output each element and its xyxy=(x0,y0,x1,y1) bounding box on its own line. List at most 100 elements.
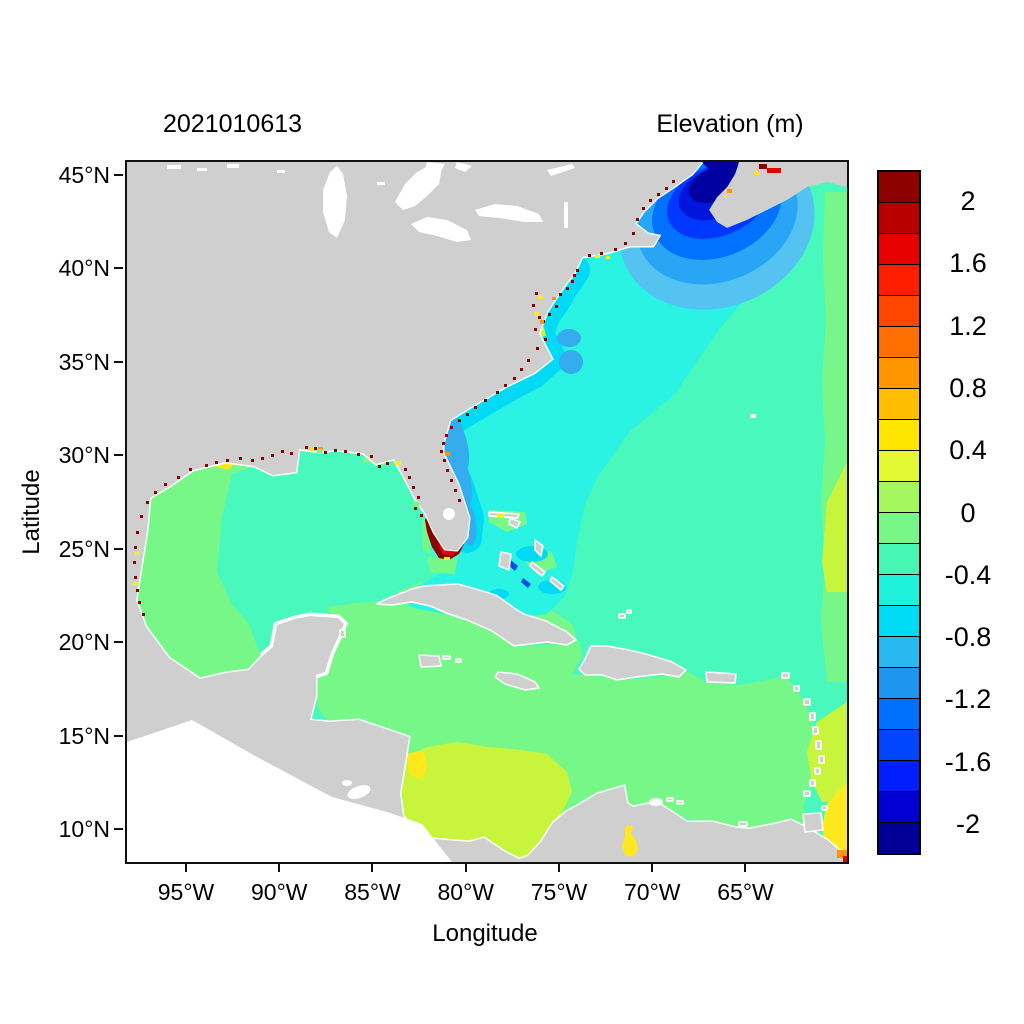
x-tick-label: 90°W xyxy=(250,879,308,905)
nicaragua-yellow xyxy=(407,750,427,780)
tobago xyxy=(821,805,828,811)
y-tick-mark xyxy=(114,173,123,176)
turks-1 xyxy=(618,613,626,619)
x-axis-title: Longitude xyxy=(432,920,538,947)
colorbar-segment xyxy=(879,636,919,667)
y-tick-mark xyxy=(114,641,123,644)
colorbar-label: -0.8 xyxy=(944,622,992,653)
x-tick-mark xyxy=(651,863,654,872)
antilles-2 xyxy=(793,685,800,692)
cuba xyxy=(375,583,578,647)
map-plot-area xyxy=(125,160,849,864)
y-tick-label: 35°N xyxy=(58,348,110,375)
colorbar-segment xyxy=(879,172,919,202)
lake-huron xyxy=(395,164,442,210)
colorbar-segment xyxy=(879,512,919,543)
colorbar-segment xyxy=(879,264,919,295)
colorbar-segment xyxy=(879,357,919,388)
x-tick-mark xyxy=(184,863,187,872)
colorbar-segment xyxy=(879,574,919,605)
y-tick-mark xyxy=(114,547,123,550)
land-speck-2 xyxy=(197,168,207,171)
coastal-flood-speckles xyxy=(133,180,675,616)
x-tick-mark xyxy=(464,863,467,872)
carolina-pocket xyxy=(559,350,583,374)
lake-champlain xyxy=(564,202,568,228)
land-speck-1 xyxy=(167,165,181,169)
land-speck-4 xyxy=(277,170,285,173)
antilles-8 xyxy=(814,767,821,775)
lake-nicaragua xyxy=(347,785,371,799)
x-tick-mark xyxy=(557,863,560,872)
colorbar-segment xyxy=(879,760,919,791)
antilles-6 xyxy=(815,740,822,750)
y-tick-label: 25°N xyxy=(58,535,110,562)
abaco xyxy=(508,516,522,530)
colorbar-segment xyxy=(879,543,919,574)
bay-of-fundy-navy xyxy=(702,162,739,182)
lake-managua xyxy=(342,780,352,786)
x-tick-label: 85°W xyxy=(344,879,401,905)
antilles-3 xyxy=(803,698,811,706)
puerto-rico xyxy=(705,671,737,684)
hatteras-pocket xyxy=(557,329,581,347)
colorbar-label: -1.6 xyxy=(944,746,992,777)
margarita xyxy=(738,821,748,827)
islands xyxy=(339,511,828,833)
jamaica xyxy=(493,671,541,691)
antilles-1 xyxy=(781,672,790,679)
x-tick-label: 95°W xyxy=(157,879,215,905)
colorbar-label: 0.4 xyxy=(949,435,987,466)
cozumel xyxy=(339,629,346,638)
colorbar-segment xyxy=(879,481,919,512)
y-tick-mark xyxy=(114,360,123,363)
little-cayman xyxy=(455,658,462,663)
exuma-sound-blue xyxy=(521,578,531,588)
x-tick-label: 65°W xyxy=(717,879,774,905)
sw-caribbean-ygreen xyxy=(402,742,572,859)
colorbar-segment xyxy=(879,667,919,698)
x-tick-label: 70°W xyxy=(623,879,681,905)
se-edge-ygreen-upper xyxy=(822,462,847,592)
colorbar-label: 1.6 xyxy=(949,248,987,279)
lake-erie xyxy=(411,217,471,242)
antilles-7 xyxy=(818,755,825,764)
y-tick-label: 15°N xyxy=(58,722,110,749)
andros xyxy=(498,551,512,572)
eleuthera xyxy=(534,538,544,558)
colorbar-segment xyxy=(879,450,919,481)
curacao xyxy=(666,797,674,802)
west-gulf-of-mexico xyxy=(136,462,260,679)
y-tick-mark xyxy=(114,267,123,270)
x-tick-mark xyxy=(371,863,374,872)
colorbar-segment xyxy=(879,822,919,853)
antilles-10 xyxy=(803,790,811,797)
colorbar-label: -2 xyxy=(955,808,980,839)
florida-bay-green xyxy=(427,557,457,574)
colorbar-label: -0.4 xyxy=(944,559,992,590)
georgian-bay-2 xyxy=(455,162,472,172)
run-date-title: 2021010613 xyxy=(163,110,303,138)
georgian-bay-1 xyxy=(425,162,445,174)
coastline-fringe xyxy=(136,162,847,859)
antilles-5 xyxy=(812,726,819,735)
gulf-of-venezuela-white xyxy=(649,798,663,806)
antilles-9 xyxy=(809,779,816,787)
turks-2 xyxy=(626,609,632,614)
yucatan-thick-fringe xyxy=(259,612,349,679)
elevation-colorbar xyxy=(877,170,921,855)
y-tick-mark xyxy=(114,734,123,737)
lake-ontario xyxy=(475,204,543,222)
colorbar-segment xyxy=(879,698,919,729)
st-lawrence xyxy=(547,164,575,176)
colorbar-segment xyxy=(879,233,919,264)
colorbar-segment xyxy=(879,295,919,326)
colorbar-segment xyxy=(879,729,919,760)
y-tick-mark xyxy=(114,828,123,831)
atlantic-east-edge xyxy=(821,192,847,682)
x-tick-mark xyxy=(744,863,747,872)
land-speck-3 xyxy=(227,164,239,168)
colorbar-label: 2 xyxy=(960,186,976,217)
colorbar-segment xyxy=(879,202,919,233)
